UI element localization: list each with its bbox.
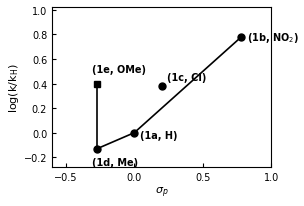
- Text: (1e, OMe): (1e, OMe): [92, 64, 146, 74]
- X-axis label: $\sigma_p$: $\sigma_p$: [155, 185, 168, 199]
- Text: (1a, H): (1a, H): [140, 130, 177, 140]
- Text: (1d, Me): (1d, Me): [92, 157, 138, 167]
- Text: (1c, Cl): (1c, Cl): [167, 73, 207, 83]
- Y-axis label: log(k/k$_\mathregular{H}$): log(k/k$_\mathregular{H}$): [7, 63, 21, 112]
- Text: (1b, NO$_2$): (1b, NO$_2$): [247, 31, 299, 45]
